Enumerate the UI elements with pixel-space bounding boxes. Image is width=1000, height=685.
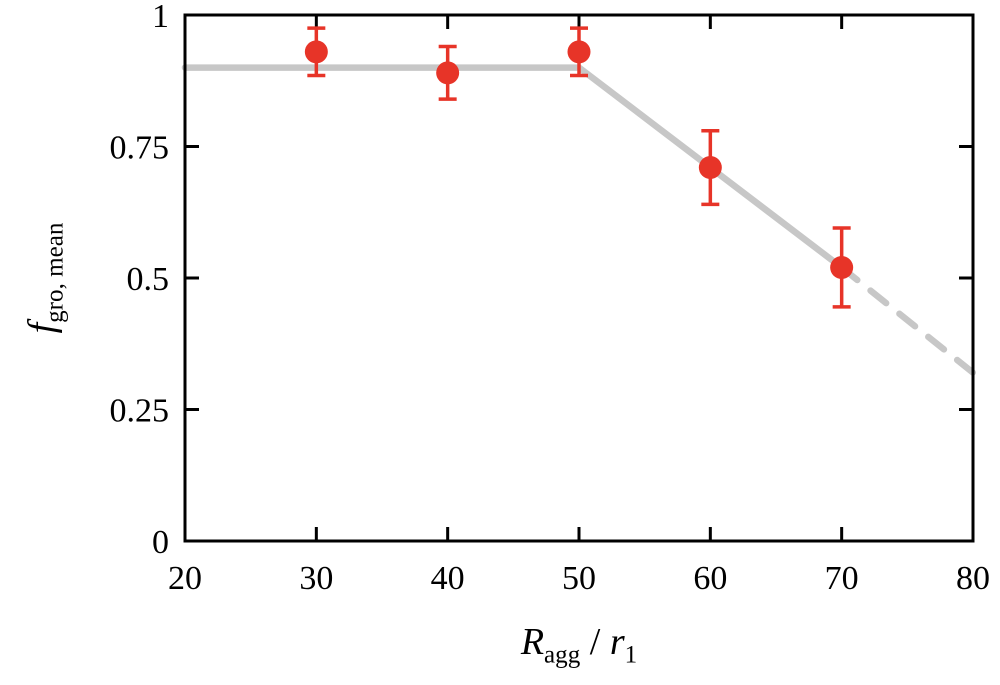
x-axis-label-variable-1: R (520, 621, 545, 663)
model-line-dashed (838, 264, 977, 376)
model-line-solid (181, 64, 845, 271)
y-tick-label: 0.5 (127, 261, 170, 298)
x-tick-label: 70 (825, 560, 859, 597)
x-axis-label-subscript-1: agg (544, 641, 581, 669)
y-tick-label: 1 (152, 0, 169, 35)
x-tick-label: 20 (168, 560, 202, 597)
y-tick-label: 0.25 (110, 393, 170, 430)
x-tick-label: 40 (431, 560, 465, 597)
y-axis-label: fgro, mean (20, 223, 69, 334)
x-axis-label-divider: / (580, 621, 610, 663)
x-axis-label: Ragg / r1 (520, 620, 637, 668)
x-tick-label: 50 (562, 560, 596, 597)
plot-border (183, 13, 975, 543)
data-point (567, 40, 591, 64)
x-tick-label: 30 (299, 560, 333, 597)
data-point (698, 156, 722, 180)
data-point (304, 40, 328, 64)
y-tick-label: 0.75 (110, 130, 170, 167)
x-tick-label: 60 (693, 560, 727, 597)
data-point (436, 61, 460, 85)
x-axis-label-subscript-2: 1 (624, 641, 638, 669)
y-axis-label-subscript: gro, mean (41, 222, 69, 323)
x-axis-label-variable-2: r (609, 621, 625, 663)
data-point (830, 255, 854, 279)
y-tick-label: 0 (152, 524, 169, 561)
y-axis-label-variable: f (21, 322, 63, 334)
x-tick-label: 80 (956, 560, 990, 597)
